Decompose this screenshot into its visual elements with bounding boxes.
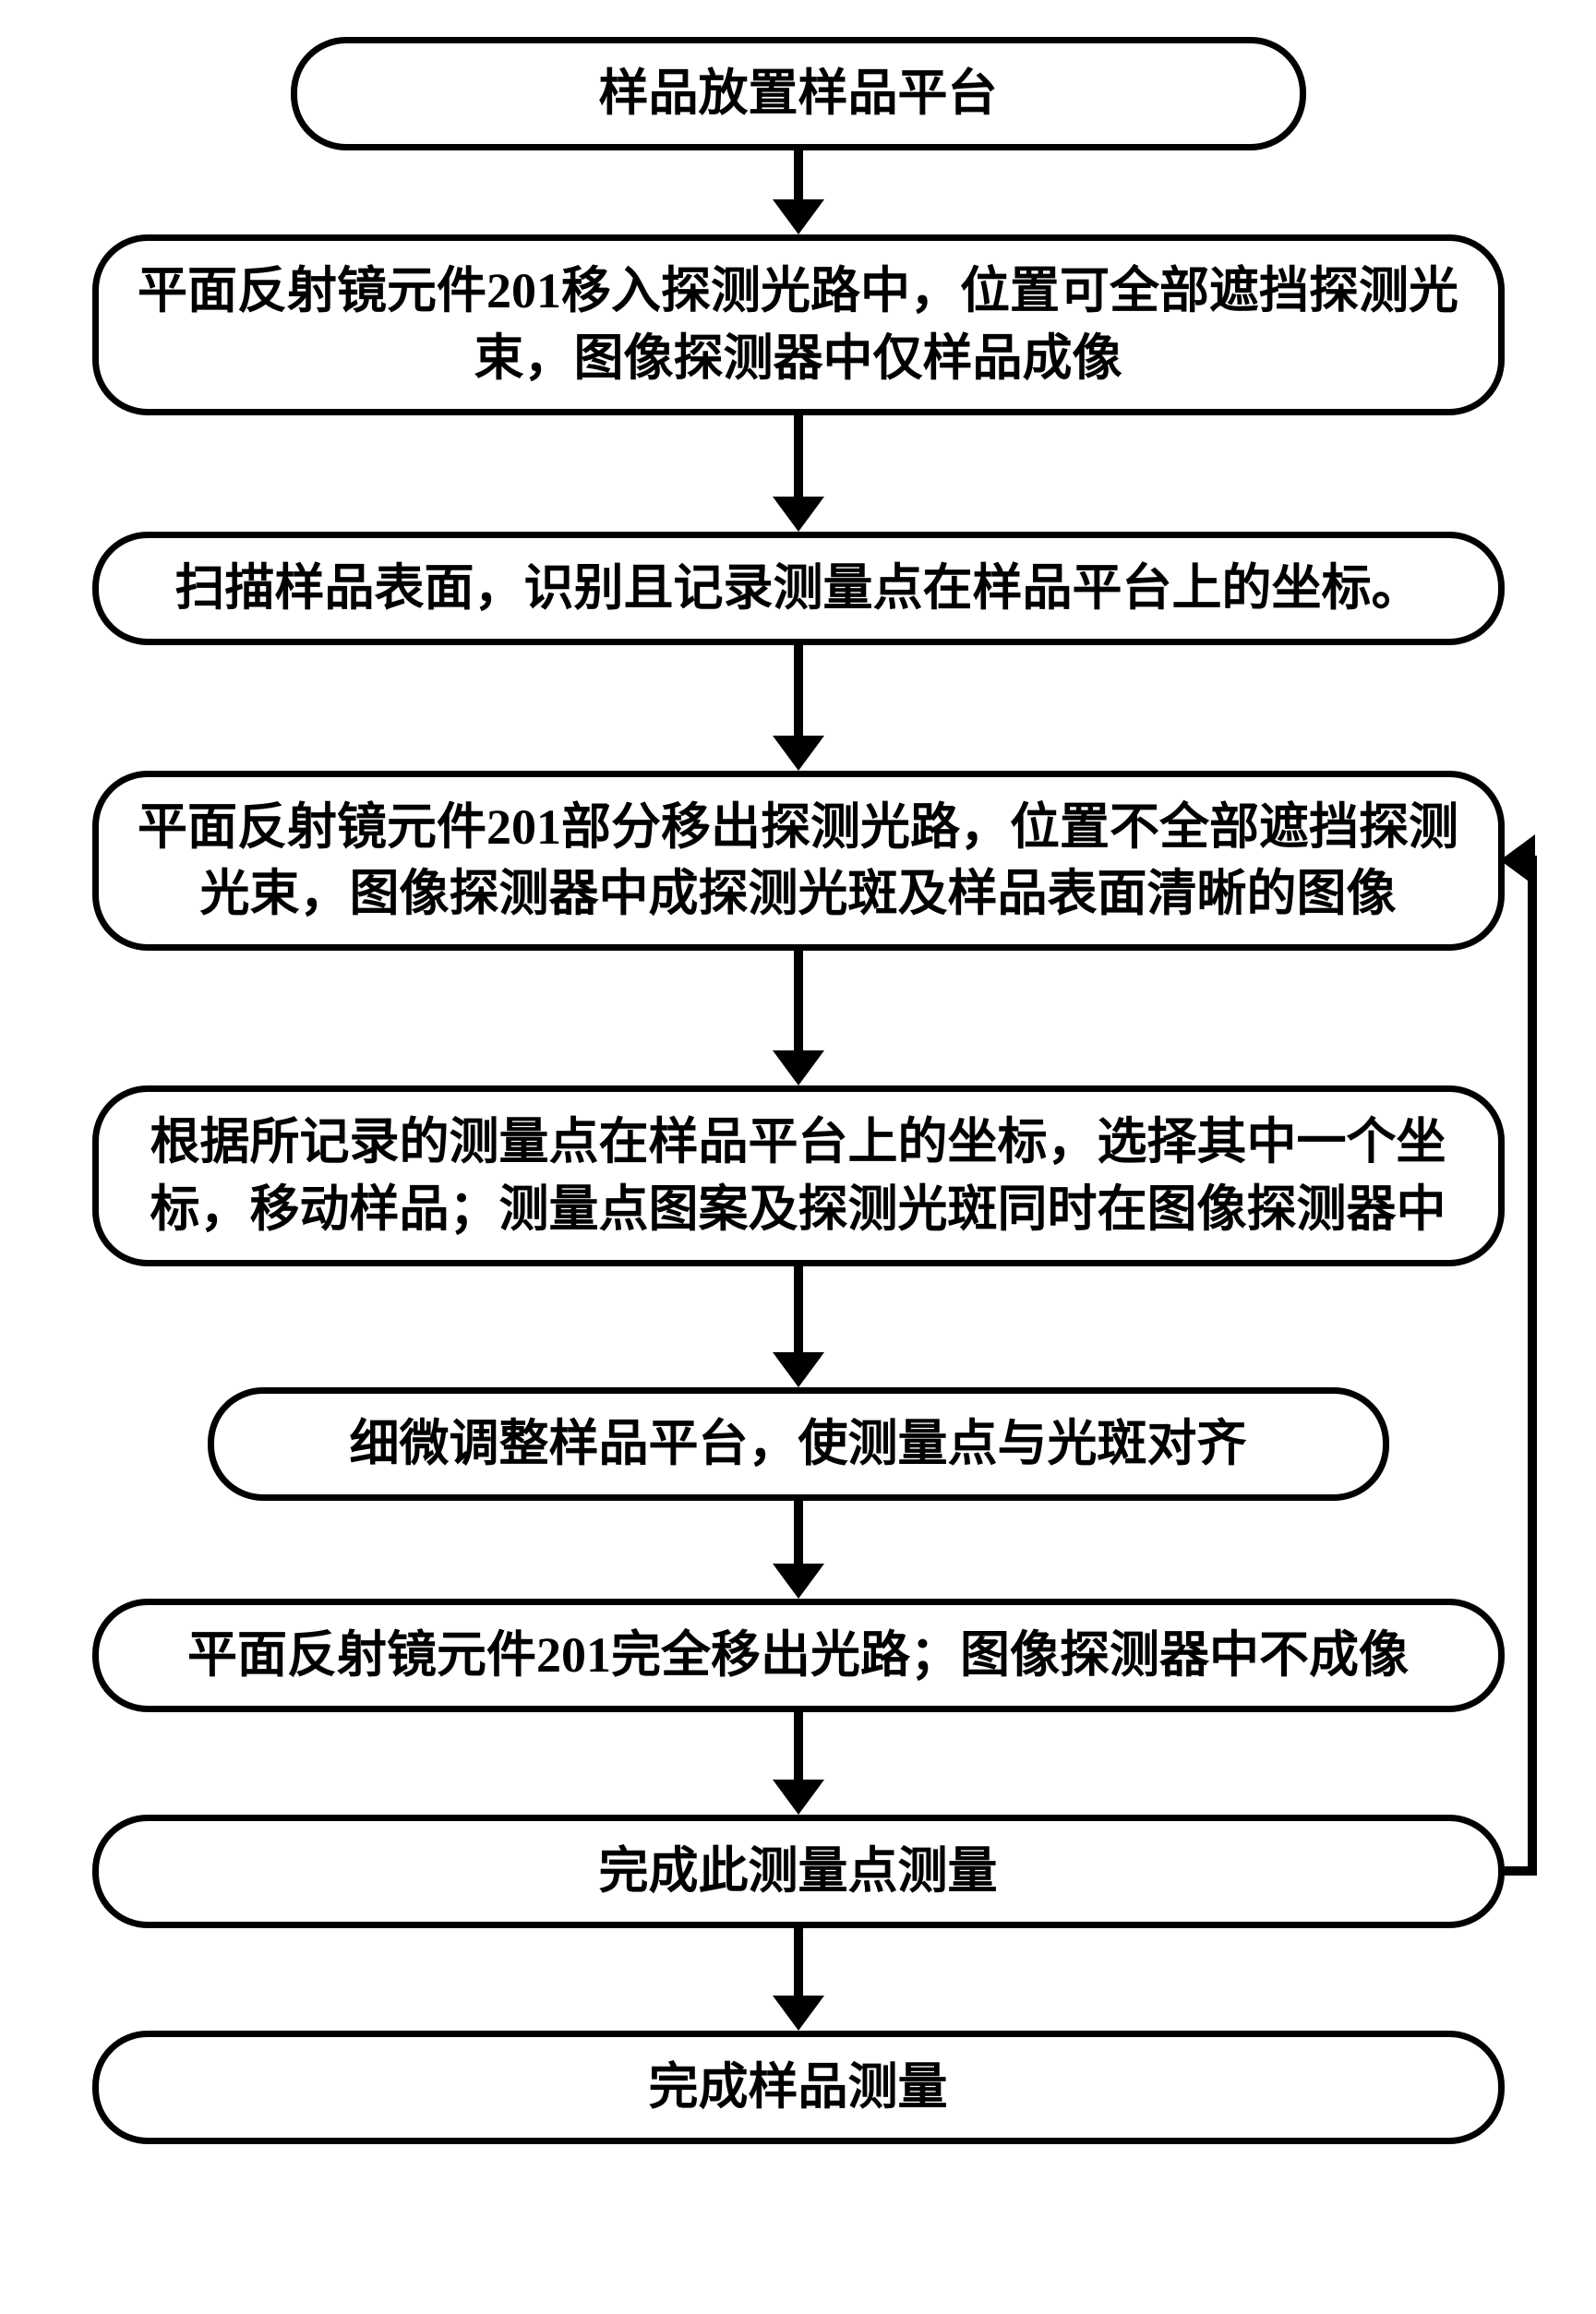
flowchart-container: 样品放置样品平台 平面反射镜元件201移入探测光路中，位置可全部遮挡探测光束，图… xyxy=(65,37,1531,2144)
feedback-loop xyxy=(65,37,1531,2144)
